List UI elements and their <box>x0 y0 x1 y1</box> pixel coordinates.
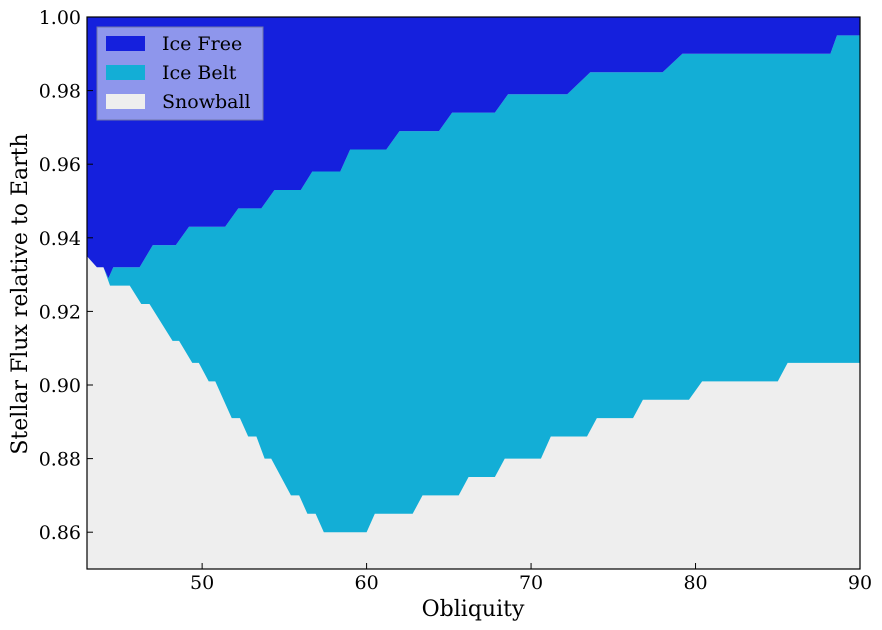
legend-swatch <box>106 65 145 80</box>
y-tick-label: 0.90 <box>39 375 81 397</box>
y-tick-label: 0.88 <box>39 449 81 471</box>
plot-frame <box>86 16 861 570</box>
legend: Ice Free Ice Belt Snowball <box>96 26 264 121</box>
y-axis-label: Stellar Flux relative to Earth <box>8 133 33 454</box>
legend-label: Snowball <box>162 91 251 113</box>
ice-belt-region <box>87 35 860 533</box>
x-tick-label: 60 <box>355 572 379 594</box>
legend-swatch <box>106 94 145 109</box>
x-axis-label: Obliquity <box>422 597 525 622</box>
x-tick-label: 50 <box>190 572 214 594</box>
x-tick-label: 70 <box>519 572 543 594</box>
y-tick-label: 0.94 <box>39 228 81 250</box>
y-axis-ticks: 0.86 0.88 0.90 0.92 0.94 0.96 0.98 1.00 <box>39 7 93 544</box>
plot-area <box>87 17 860 569</box>
y-tick-label: 0.92 <box>39 301 81 323</box>
ice-free-region <box>87 17 860 279</box>
y-tick-label: 0.96 <box>39 154 81 176</box>
legend-swatch <box>106 36 145 51</box>
legend-label: Ice Free <box>162 33 242 55</box>
y-tick-label: 0.98 <box>39 81 81 103</box>
y-tick-label: 1.00 <box>39 7 81 29</box>
y-tick-label: 0.86 <box>39 522 81 544</box>
x-tick-label: 80 <box>683 572 707 594</box>
x-tick-label: 90 <box>848 572 872 594</box>
legend-label: Ice Belt <box>162 62 237 84</box>
x-axis-ticks: 50 60 70 80 90 <box>190 563 872 594</box>
